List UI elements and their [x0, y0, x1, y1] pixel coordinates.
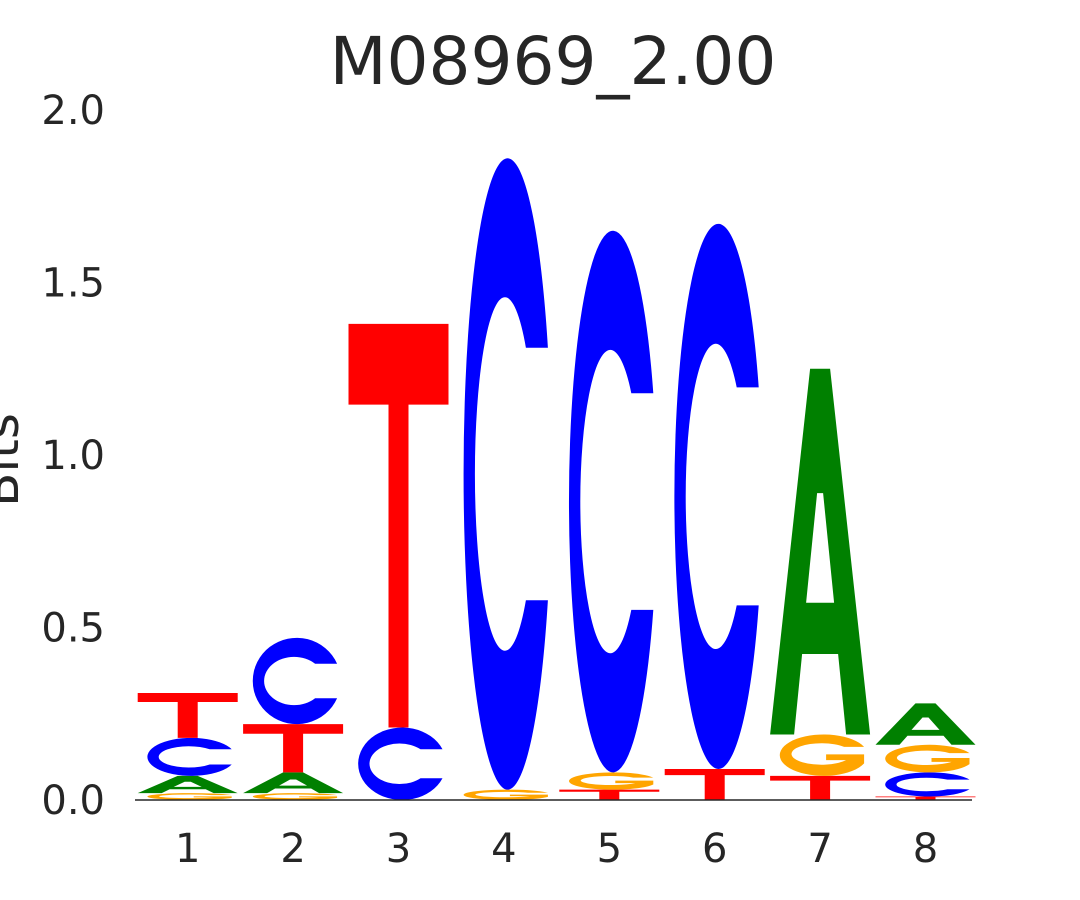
- letter-C-pos3: [358, 727, 443, 800]
- y-tick-label: 0.0: [41, 778, 105, 824]
- letter-A-pos1: [137, 775, 238, 794]
- y-tick-label: 1.5: [41, 261, 105, 307]
- letter-T-pos7: [770, 775, 871, 800]
- position-stack-7: [770, 368, 871, 800]
- letter-T-pos3: [348, 323, 449, 728]
- x-tick-label: 6: [702, 826, 727, 872]
- letter-C-pos1: [147, 737, 232, 776]
- position-stack-2: [243, 637, 344, 800]
- letter-G-pos1: [147, 793, 232, 800]
- chart-title: M08969_2.00: [330, 23, 777, 100]
- x-tick-label: 8: [913, 826, 938, 872]
- letter-C-pos8: [885, 772, 970, 797]
- y-axis-label: Bits: [0, 413, 30, 507]
- letter-G-pos7: [779, 734, 865, 776]
- position-stack-4: [463, 158, 548, 800]
- position-stack-3: [348, 323, 449, 800]
- letter-T-pos5: [559, 789, 660, 800]
- letter-A-pos2: [243, 772, 344, 794]
- position-stack-5: [559, 230, 660, 800]
- letter-C-pos4: [463, 158, 548, 790]
- y-axis-ticks: 0.0 0.5 1.0 1.5 2.0: [41, 88, 105, 824]
- letter-G-pos8: [885, 744, 970, 773]
- letter-G-pos2: [252, 793, 338, 800]
- x-tick-label: 3: [386, 826, 411, 872]
- position-stack-1: [137, 693, 238, 800]
- letter-T-pos1: [137, 693, 238, 738]
- letter-C-pos6: [674, 223, 759, 769]
- x-tick-label: 4: [491, 826, 516, 872]
- letter-G-pos5: [568, 772, 654, 790]
- x-tick-label: 5: [597, 826, 622, 872]
- position-stack-8: [875, 703, 976, 800]
- y-tick-label: 2.0: [41, 88, 105, 134]
- letter-stacks: [137, 158, 976, 800]
- letter-T-pos2: [243, 724, 344, 773]
- x-tick-label: 2: [280, 826, 305, 872]
- position-stack-6: [664, 223, 765, 800]
- y-tick-label: 1.0: [41, 433, 105, 479]
- letter-A-pos7: [770, 368, 871, 735]
- y-tick-label: 0.5: [41, 606, 105, 652]
- letter-C-pos2: [252, 637, 338, 725]
- letter-T-pos6: [664, 768, 765, 800]
- letter-G-pos4: [463, 789, 548, 800]
- letter-A-pos8: [875, 703, 976, 745]
- x-tick-label: 7: [807, 826, 832, 872]
- x-axis-ticks: 1 2 3 4 5 6 7 8: [175, 826, 938, 872]
- letter-C-pos5: [568, 230, 654, 773]
- x-tick-label: 1: [175, 826, 200, 872]
